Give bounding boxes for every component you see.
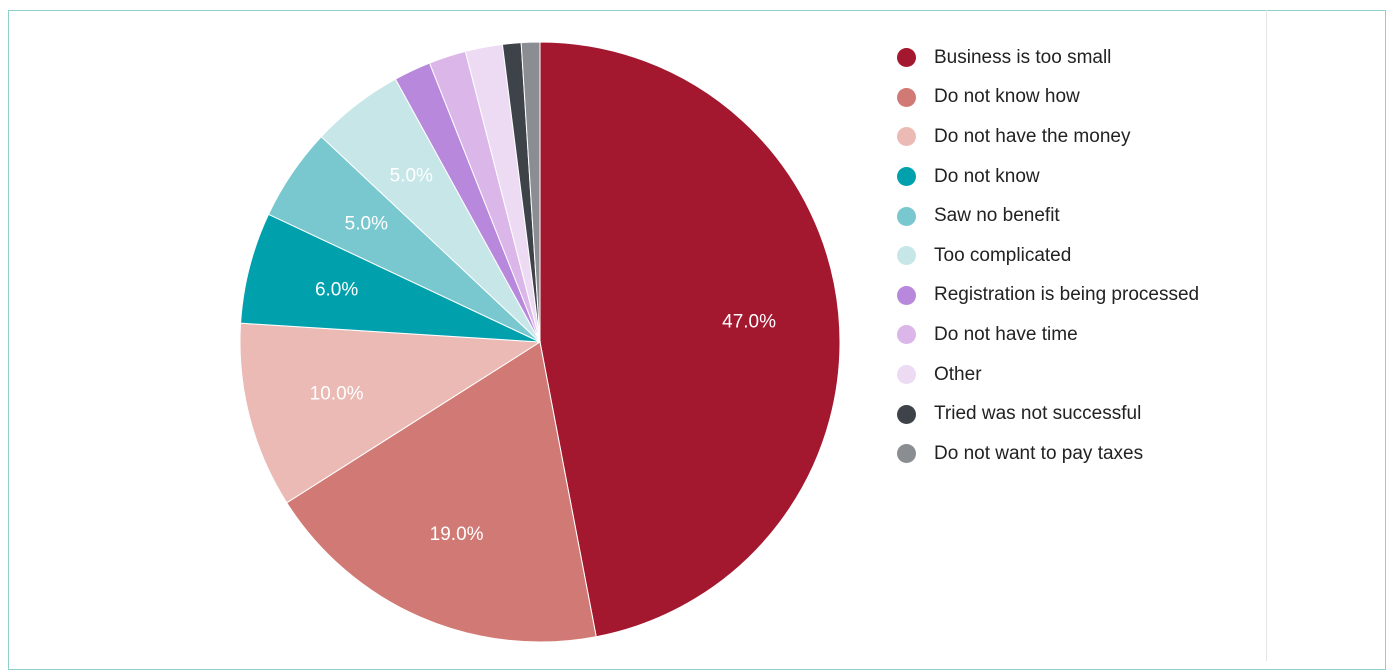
legend-label: Saw no benefit [934,205,1060,227]
slice-value-label: 5.0% [345,213,388,234]
legend-label: Business is too small [934,46,1112,68]
legend-swatch [897,365,916,385]
pie-value-labels: 47.0% 19.0% 10.0% 6.0% 5.0% 5.0% [310,166,776,546]
legend-swatch [897,127,916,147]
pie-slice-business-is-too-small [539,41,841,638]
legend-swatch [897,285,916,305]
legend-item: Do not have time [897,315,1199,355]
legend-item: Tried was not successful [897,394,1199,434]
legend-item: Saw no benefit [897,196,1199,236]
legend-item: Business is too small [897,38,1199,78]
legend-swatch [897,325,916,345]
legend-item: Too complicated [897,236,1199,276]
legend-label: Do not know [934,165,1040,187]
slice-value-label: 47.0% [722,312,776,333]
legend-swatch [897,404,916,424]
legend-label: Tried was not successful [934,403,1142,425]
legend-swatch [897,246,916,266]
pie-slice-do-not-want-to-pay-taxes [520,41,541,343]
legend-label: Too complicated [934,244,1072,266]
legend-item: Other [897,355,1199,395]
legend-label: Registration is being processed [934,284,1200,306]
chart-legend: Business is too small Do not know how Do n… [897,38,1199,474]
legend-swatch [897,444,916,464]
slice-value-label: 5.0% [390,166,433,187]
slice-value-label: 10.0% [310,384,364,405]
legend-item: Registration is being processed [897,276,1199,316]
pie-slices [239,41,841,643]
slice-value-label: 6.0% [315,279,358,300]
legend-swatch [897,48,916,68]
legend-swatch [897,206,916,226]
pie-slice-do-not-have-the-money [239,322,542,504]
legend-label: Do not know how [934,86,1080,108]
legend-label: Do not have the money [934,125,1131,147]
legend-swatch [897,87,916,107]
legend-label: Other [934,363,982,385]
legend-item: Do not know [897,157,1199,197]
legend-item: Do not want to pay taxes [897,434,1199,474]
legend-item: Do not know how [897,78,1199,118]
legend-label: Do not have time [934,323,1078,345]
legend-swatch [897,167,916,187]
legend-label: Do not want to pay taxes [934,442,1144,464]
slice-value-label: 19.0% [430,524,484,545]
panel-divider [1266,10,1267,661]
pie-slice-do-not-know-how [286,341,597,643]
legend-item: Do not have the money [897,117,1199,157]
